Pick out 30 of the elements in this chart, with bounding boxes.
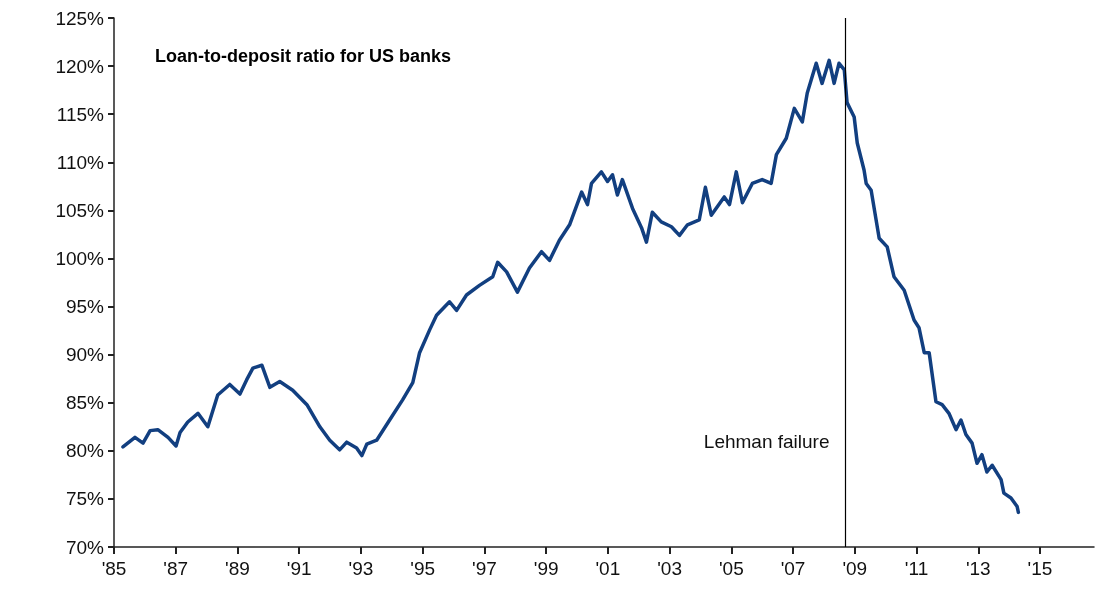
y-tick-label: 120% (55, 55, 105, 77)
x-tick-label: '91 (286, 558, 312, 579)
y-tick-label: 100% (55, 247, 105, 269)
x-tick-label: '97 (472, 558, 497, 579)
y-tick-label: 80% (65, 440, 105, 462)
y-tick-label: 85% (65, 392, 105, 414)
x-tick-label: '87 (163, 558, 189, 579)
x-tick-label: '89 (225, 558, 250, 579)
x-tick-label: '05 (718, 558, 744, 579)
y-tick-label: 125% (55, 7, 105, 29)
x-tick-label: '85 (101, 558, 127, 579)
x-tick-label: '09 (842, 558, 868, 579)
x-tick-label: '93 (348, 558, 374, 579)
y-tick-label: 90% (65, 344, 105, 366)
y-tick-label: 75% (65, 488, 105, 510)
x-tick-label: '13 (965, 558, 991, 579)
x-tick-label: '15 (1027, 558, 1053, 579)
text: Loan-to-deposit ratio for US banks (155, 46, 452, 66)
y-tick-label: 105% (55, 199, 105, 221)
x-tick-label: '95 (410, 558, 436, 579)
x-tick-label: '99 (533, 558, 559, 579)
y-tick-label: 95% (65, 296, 105, 318)
x-tick-label: '07 (780, 558, 806, 579)
ref-line-label: Lehman failure (703, 430, 830, 452)
x-tick-label: '11 (904, 558, 929, 579)
y-tick-label: 110% (56, 151, 105, 173)
x-tick-label: '01 (595, 558, 621, 579)
x-tick-label: '03 (657, 558, 682, 579)
y-tick-label: 115% (56, 103, 105, 125)
y-tick-label: 70% (65, 536, 105, 558)
